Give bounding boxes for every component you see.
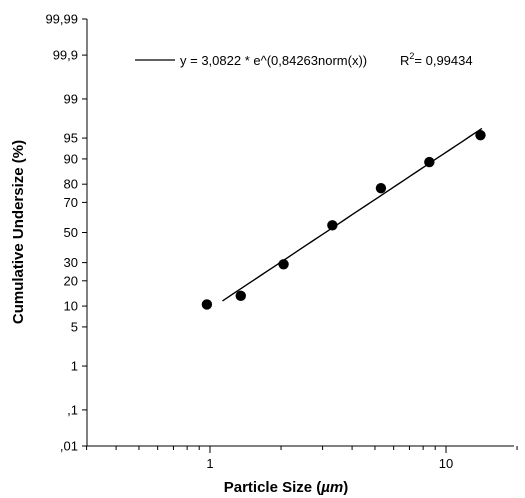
x-axis-title-text: Particle Size ( — [224, 479, 322, 496]
y-axis-title: Cumulative Undersize (%) — [10, 140, 27, 324]
x-axis-ticks: 1 10 — [86, 446, 518, 471]
y-tick-label: 50 — [64, 225, 78, 240]
data-point — [327, 220, 338, 231]
data-point — [475, 129, 486, 141]
legend-r2-superscript: 2 — [409, 51, 414, 61]
x-tick-label: 10 — [439, 456, 453, 471]
fit-line-layer — [222, 127, 483, 302]
y-tick-label: 90 — [64, 151, 78, 166]
axes-layer — [86, 19, 514, 447]
data-point — [424, 156, 435, 168]
data-points — [201, 129, 486, 310]
legend: y = 3,0822 * e^(0,84263norm(x)) R2= 0,99… — [135, 51, 473, 68]
data-point — [375, 182, 387, 194]
fit-line — [222, 127, 483, 302]
legend-r2-prefix: R — [400, 53, 409, 68]
y-tick-label: 1 — [71, 359, 78, 374]
data-point — [201, 299, 213, 310]
y-tick-label: 95 — [64, 131, 78, 146]
legend-equation: y = 3,0822 * e^(0,84263norm(x)) — [180, 53, 367, 68]
y-tick-label: 80 — [64, 177, 78, 192]
legend-r2: R2= 0,99434 — [400, 51, 473, 68]
y-tick-label: 99,99 — [45, 12, 78, 27]
x-tick-label: 1 — [206, 456, 213, 471]
y-tick-label: 99 — [64, 91, 78, 106]
y-tick-label: 5 — [71, 319, 78, 334]
data-point — [278, 259, 289, 270]
legend-r2-value: = 0,99434 — [414, 53, 472, 68]
y-tick-label: 20 — [64, 273, 78, 288]
y-tick-label: ,1 — [67, 402, 78, 417]
x-axis-title: Particle Size (µm) — [224, 479, 349, 496]
data-point — [235, 290, 246, 302]
y-axis-ticks: 99,99 99,9 99 95 90 80 70 50 30 20 10 5 1 ,1 ,01 — [45, 12, 87, 454]
x-axis-title-close: ) — [343, 479, 348, 496]
y-tick-label: ,01 — [60, 439, 78, 454]
y-tick-label: 99,9 — [53, 48, 78, 63]
y-tick-label: 30 — [64, 255, 78, 270]
y-tick-label: 70 — [64, 195, 78, 210]
x-axis-title-unit: µm — [320, 479, 343, 496]
y-tick-label: 10 — [64, 299, 78, 314]
